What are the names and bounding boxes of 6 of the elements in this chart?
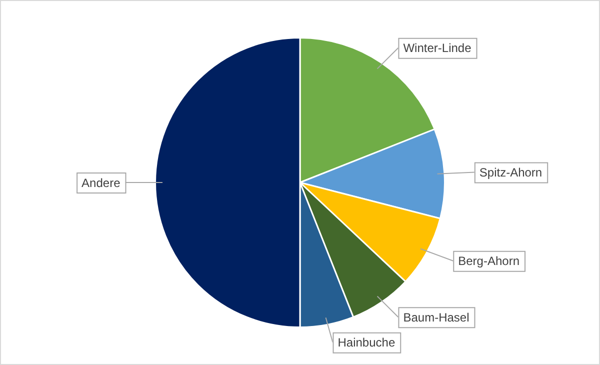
slice-label: Spitz-Ahorn	[479, 166, 542, 180]
slice-label: Baum-Hasel	[403, 310, 470, 324]
slice-label: Berg-Ahorn	[458, 254, 520, 268]
slice-label: Winter-Linde	[403, 41, 472, 56]
slice-label: Andere	[82, 176, 121, 190]
slice-label: Hainbuche	[338, 336, 396, 350]
